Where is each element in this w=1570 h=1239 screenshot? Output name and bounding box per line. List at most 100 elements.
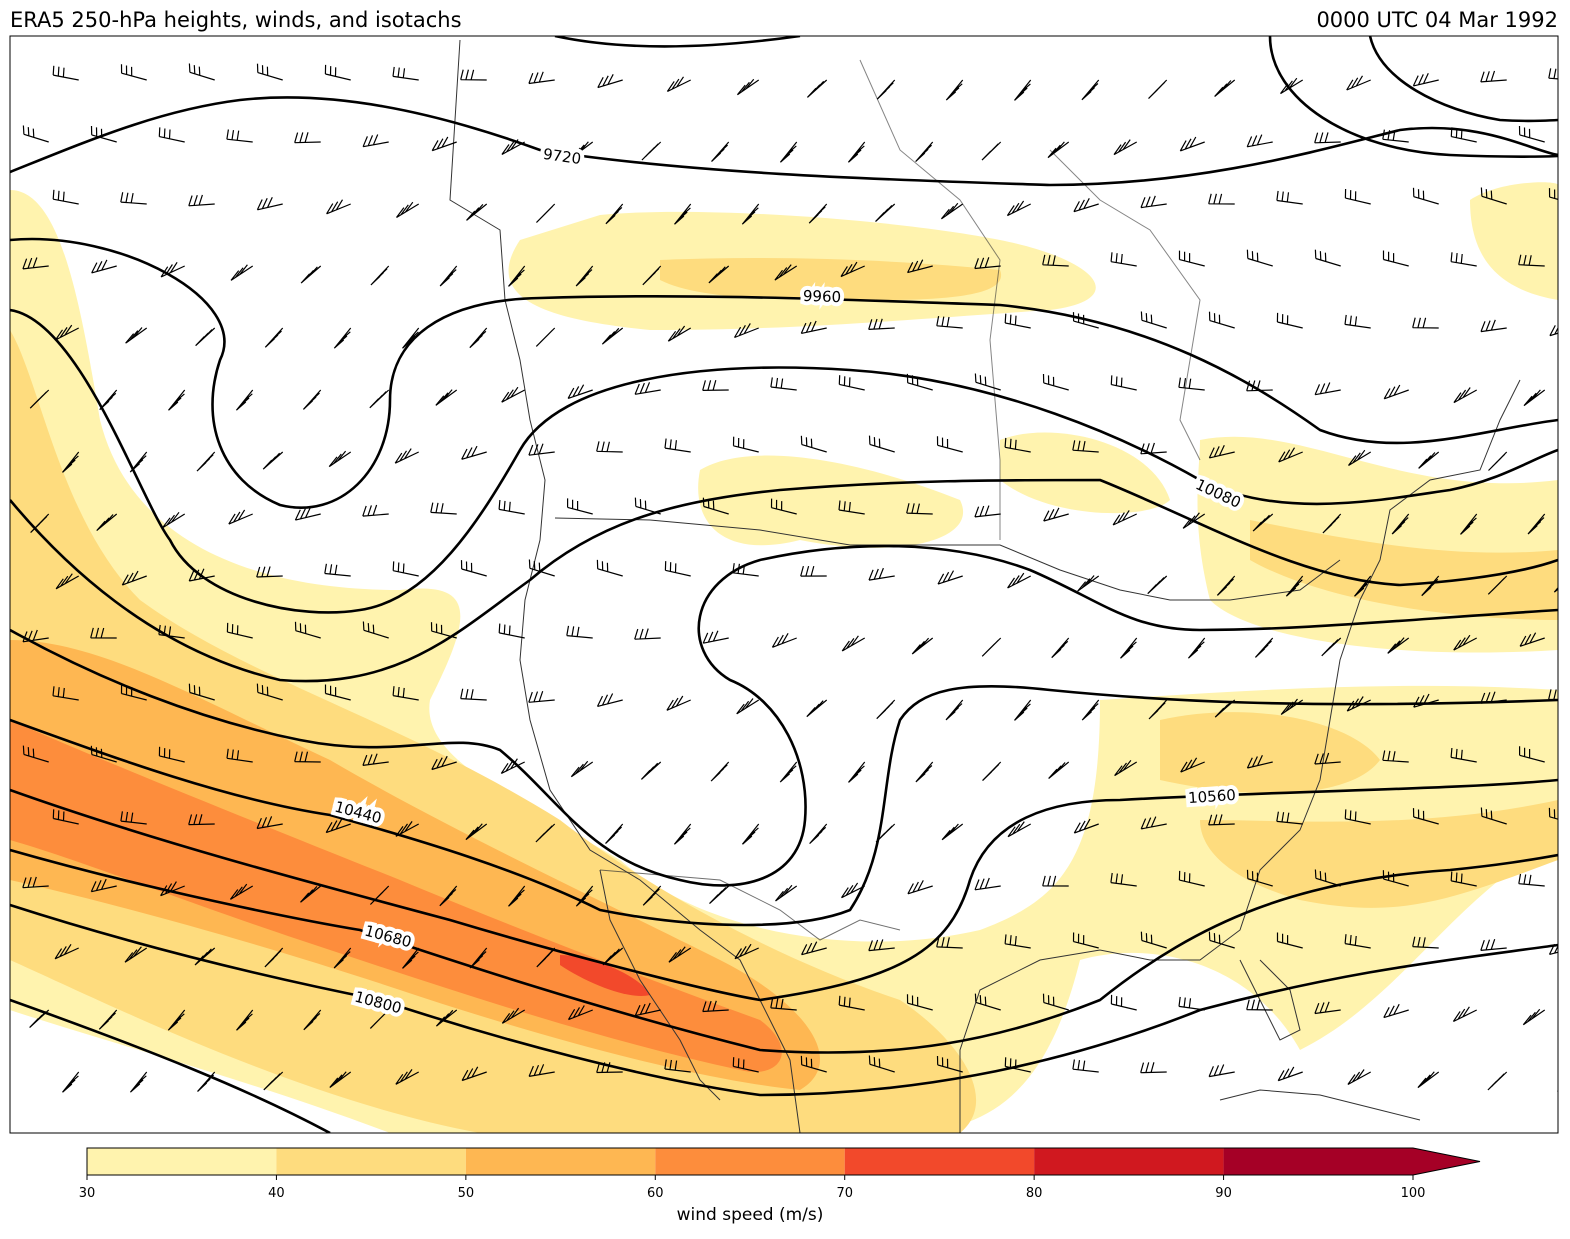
wind-barb — [942, 824, 963, 840]
wind-barb — [877, 700, 895, 719]
wind-barb — [462, 560, 487, 576]
wind-barb — [1558, 1072, 1570, 1092]
wind-barb — [1384, 251, 1409, 267]
wind-barb — [876, 204, 895, 222]
valid-time: 0000 UTC 04 Mar 1992 — [1316, 8, 1558, 32]
wind-barb — [771, 377, 797, 390]
wind-barb — [529, 72, 555, 84]
wind-barb — [1278, 1067, 1303, 1081]
colorbar-tick-label: 90 — [1215, 1186, 1232, 1201]
wind-barb — [916, 142, 933, 162]
wind-barb — [1277, 313, 1302, 328]
wind-barb — [982, 638, 1001, 656]
wind-barb — [63, 1072, 79, 1092]
wind-barb — [946, 80, 962, 100]
wind-barb — [983, 762, 1001, 781]
wind-barb — [674, 824, 690, 844]
wind-barb — [196, 328, 215, 346]
wind-barb — [303, 390, 320, 409]
wind-barb — [1180, 137, 1204, 151]
wind-barb — [1141, 196, 1167, 208]
wind-barb — [869, 568, 895, 580]
wind-barb — [848, 142, 864, 162]
wind-barb — [53, 190, 79, 204]
wind-barb — [1345, 315, 1371, 328]
wind-barb — [1481, 320, 1507, 332]
wind-barb — [1451, 252, 1477, 266]
wind-barb — [1277, 191, 1303, 204]
wind-barb — [529, 444, 555, 456]
wind-barb — [393, 67, 419, 80]
wind-barb — [1345, 189, 1370, 204]
wind-barb — [1180, 251, 1205, 266]
wind-barb — [263, 452, 283, 469]
wind-barb — [982, 142, 1001, 160]
wind-barb — [1550, 942, 1570, 955]
wind-barb — [665, 439, 691, 452]
wind-barb — [130, 1072, 146, 1092]
map-title: ERA5 250-hPa heights, winds, and isotach… — [10, 8, 462, 32]
wind-barb — [849, 762, 865, 782]
wind-barb — [295, 507, 320, 520]
wind-barb — [703, 631, 729, 643]
isotachs — [10, 182, 1558, 1133]
wind-barb — [1111, 995, 1136, 1010]
wind-barb — [667, 77, 690, 92]
wind-barb — [598, 694, 623, 707]
wind-barb — [371, 266, 389, 285]
wind-barb — [470, 328, 487, 348]
wind-barb — [1454, 388, 1477, 403]
colorbar-tick-label: 30 — [79, 1186, 96, 1201]
wind-barb — [1524, 390, 1545, 406]
wind-barb — [227, 130, 253, 143]
wind-barb — [169, 390, 185, 410]
wind-barb — [121, 192, 147, 204]
wind-barb — [776, 885, 797, 901]
wind-barb — [397, 202, 419, 217]
wind-barb — [236, 390, 252, 410]
isotach-area — [1000, 433, 1170, 514]
wind-barb — [710, 886, 729, 904]
wind-barb — [1007, 201, 1030, 216]
wind-barb — [1247, 135, 1273, 147]
wind-barb — [461, 689, 487, 700]
wind-barb — [395, 449, 419, 464]
colorbar-segment — [1034, 1148, 1223, 1175]
wind-barb — [440, 266, 457, 286]
wind-barb — [571, 761, 592, 777]
wind-barb — [1453, 1007, 1476, 1022]
wind-barb — [737, 79, 758, 95]
wind-barb — [780, 142, 796, 162]
wind-barb — [295, 132, 321, 142]
wind-barb — [938, 571, 963, 584]
wind-barb — [975, 374, 1000, 391]
wind-barb — [635, 382, 661, 394]
wind-barb — [1481, 939, 1507, 950]
wind-barb — [1044, 374, 1069, 390]
colorbar-label: wind speed (m/s) — [677, 1205, 824, 1225]
wind-barb — [772, 633, 796, 647]
wind-barb — [641, 762, 660, 779]
wind-barb — [941, 203, 962, 219]
wind-barb — [568, 498, 593, 514]
wind-barb — [1149, 80, 1167, 99]
wind-barb — [1114, 140, 1137, 155]
colorbar-segment — [466, 1148, 655, 1175]
wind-barb — [1008, 573, 1031, 588]
wind-barb — [703, 380, 729, 390]
isotach-area — [1470, 182, 1558, 300]
wind-barb — [1247, 250, 1272, 266]
wind-barb — [742, 824, 758, 844]
wind-barb — [163, 512, 185, 527]
wind-barb — [197, 452, 215, 471]
wind-barb — [667, 696, 691, 710]
wind-barb — [1141, 1062, 1167, 1072]
wind-barb — [1315, 383, 1341, 395]
wind-barb — [499, 624, 525, 638]
wind-barb — [92, 260, 117, 273]
wind-barb — [1523, 1009, 1544, 1025]
wind-barb — [1481, 71, 1507, 82]
wind-barb — [1179, 378, 1205, 390]
wind-barb — [937, 316, 963, 328]
